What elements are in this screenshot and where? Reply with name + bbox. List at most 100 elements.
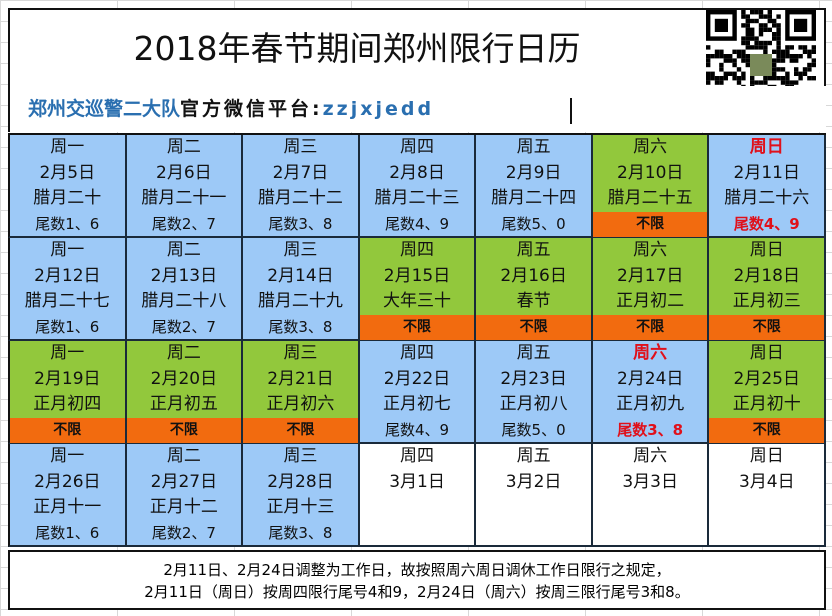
weekday: 周三	[283, 240, 318, 260]
weekday: 周四	[400, 137, 435, 157]
day-cell: 周二 2月20日正月初五不限	[126, 341, 244, 444]
lunar-date: 腊月二十八	[141, 291, 227, 311]
restriction: 尾数1、6	[35, 523, 100, 542]
day-cell: 周五 3月2日	[476, 444, 593, 547]
day-cell: 周三 2月7日 腊月二十二 尾数3、8	[243, 135, 360, 238]
restriction: 不限	[592, 314, 708, 340]
restriction: 尾数1、6	[35, 317, 100, 336]
restriction: 不限	[476, 314, 591, 340]
page-title: 2018年春节期间郑州限行日历	[8, 8, 826, 86]
date: 2月15日	[383, 265, 451, 286]
date: 2月6日	[156, 162, 212, 183]
calendar-week: 周一 2月26日 正月十一 尾数1、6 周二 2月27日 正月十二 尾数2、7 周三 2月28日正…	[8, 444, 827, 547]
lunar-date: 春节	[516, 291, 551, 311]
lunar-date: 正月十一	[33, 497, 102, 517]
day-cell: 周一 2月12日 腊月二十七 尾数1、6	[8, 238, 127, 341]
weekday: 周四	[400, 240, 435, 260]
weekday: 周二	[166, 240, 201, 260]
restriction: 尾数3、8	[617, 420, 684, 439]
day-cell: 周三 2月21日 正月初六 不限	[243, 341, 360, 444]
lunar-date	[709, 495, 824, 520]
restriction: 不限	[709, 314, 825, 340]
date: 2月22日	[383, 368, 451, 389]
date: 2月17日	[616, 265, 684, 286]
restriction: 尾数3、8	[268, 523, 333, 542]
lunar-date: 正月十二	[149, 497, 218, 517]
lunar-date: 正月初二	[616, 291, 685, 311]
day-cell: 周五 2月23日 正月初八 尾数5、0	[476, 341, 593, 444]
restriction: 尾数3、8	[268, 214, 333, 233]
weekday: 周四	[400, 343, 435, 363]
restriction: 尾数2、7	[151, 523, 216, 542]
weekday: 周日	[749, 240, 784, 260]
day-cell: 周二 2月27日 正月十二 尾数2、7	[126, 444, 244, 547]
day-cell: 周日 3月4日	[709, 444, 827, 547]
day-cell: 周五 2月9日 腊月二十四 尾数5、0	[476, 135, 593, 238]
date: 2月24日	[616, 368, 684, 389]
weekday: 周一	[50, 137, 85, 157]
restriction: 尾数4、9	[733, 214, 800, 233]
date: 3月1日	[389, 471, 445, 492]
date: 2月8日	[389, 162, 445, 183]
weekday: 周五	[516, 240, 551, 260]
lunar-date: 腊月二十二	[257, 188, 343, 208]
platform-label: 官方微信平台:	[180, 98, 323, 120]
lunar-date: 腊月二十七	[24, 291, 110, 311]
restriction: 尾数2、7	[151, 214, 216, 233]
lunar-date: 腊月二十九	[257, 291, 343, 311]
lunar-date: 正月初九	[616, 394, 685, 414]
lunar-date	[476, 495, 591, 520]
restriction: 尾数4、9	[384, 420, 450, 439]
date: 2月9日	[505, 162, 562, 183]
restriction	[360, 520, 475, 545]
date: 3月3日	[622, 471, 678, 492]
restriction: 不限	[709, 417, 825, 443]
weekday: 周三	[283, 137, 318, 157]
restriction: 尾数1、6	[35, 214, 100, 233]
weekday: 周一	[50, 240, 85, 260]
calendar-week: 周一 2月12日 腊月二十七 尾数1、6 周二 2月13日 腊月二十八 尾数2、7 周三 2月14…	[8, 238, 827, 341]
lunar-date: 正月初三	[732, 291, 801, 311]
lunar-date: 正月初六	[266, 394, 335, 414]
weekday: 周四	[400, 446, 435, 466]
restriction: 尾数5、0	[501, 214, 566, 233]
restriction: 不限	[359, 314, 475, 340]
date: 3月2日	[505, 471, 562, 492]
restriction: 不限	[126, 417, 242, 443]
restriction	[709, 520, 824, 545]
date: 2月26日	[34, 471, 101, 492]
lunar-date: 正月初五	[149, 394, 218, 414]
date: 2月5日	[39, 162, 96, 183]
weekday: 周日	[749, 446, 784, 466]
calendar-week: 周一 2月5日 腊月二十 尾数1、6 周二 2月6日 腊月二十一 尾数2、7 周三 2月7日 腊月二…	[8, 135, 827, 238]
day-cell: 周五 2月16日春节不限	[476, 238, 593, 341]
weekday: 周二	[166, 343, 201, 363]
weekday: 周六	[633, 240, 668, 260]
lunar-date: 腊月二十四	[491, 188, 577, 208]
restriction: 尾数4、9	[384, 214, 450, 233]
restriction: 不限	[592, 211, 708, 237]
date: 2月10日	[616, 162, 684, 183]
day-cell: 周三 2月14日 腊月二十九 尾数3、8	[243, 238, 360, 341]
date: 2月20日	[150, 368, 218, 389]
footer-note: 2月11日、2月24日调整为工作日，故按照周六周日调休工作日限行之规定， 2月1…	[8, 550, 826, 610]
date: 2月11日	[733, 162, 800, 183]
day-cell: 周四 3月1日	[359, 444, 477, 547]
day-cell: 周六 2月17日正月初二不限	[592, 238, 710, 341]
lunar-date	[593, 495, 708, 520]
lunar-date: 正月十三	[266, 497, 335, 517]
date: 2月21日	[267, 368, 334, 389]
restriction: 尾数2、7	[151, 317, 216, 336]
day-cell: 周六 2月10日 腊月二十五 不限	[592, 135, 710, 238]
day-cell: 周一 2月19日 正月初四 不限	[8, 341, 127, 444]
date: 2月23日	[500, 368, 567, 389]
weekday: 周五	[516, 343, 551, 363]
weekday: 周一	[50, 446, 85, 466]
weekday: 周日	[749, 137, 784, 157]
footer-line-2: 2月11日（周日）按周四限行尾号4和9，2月24日（周六）按周三限行尾号3和8。	[144, 583, 690, 601]
lunar-date: 大年三十	[383, 291, 452, 311]
date: 2月27日	[150, 471, 218, 492]
wechat-account: zzjxjedd	[322, 98, 435, 120]
date: 2月16日	[500, 265, 567, 286]
calendar-grid: 周一 2月5日 腊月二十 尾数1、6 周二 2月6日 腊月二十一 尾数2、7 周三 2月7日 腊月二…	[8, 133, 827, 547]
